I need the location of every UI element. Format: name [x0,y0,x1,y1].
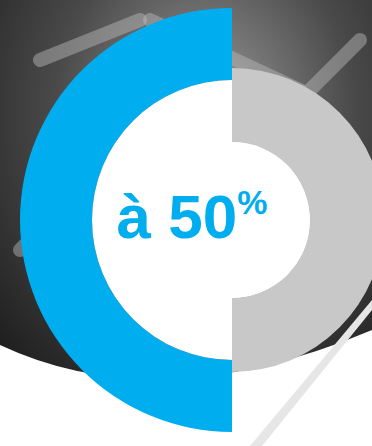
center-label: à 50% [117,182,268,251]
donut-hole [92,80,310,360]
chart: à 50% [0,0,372,446]
